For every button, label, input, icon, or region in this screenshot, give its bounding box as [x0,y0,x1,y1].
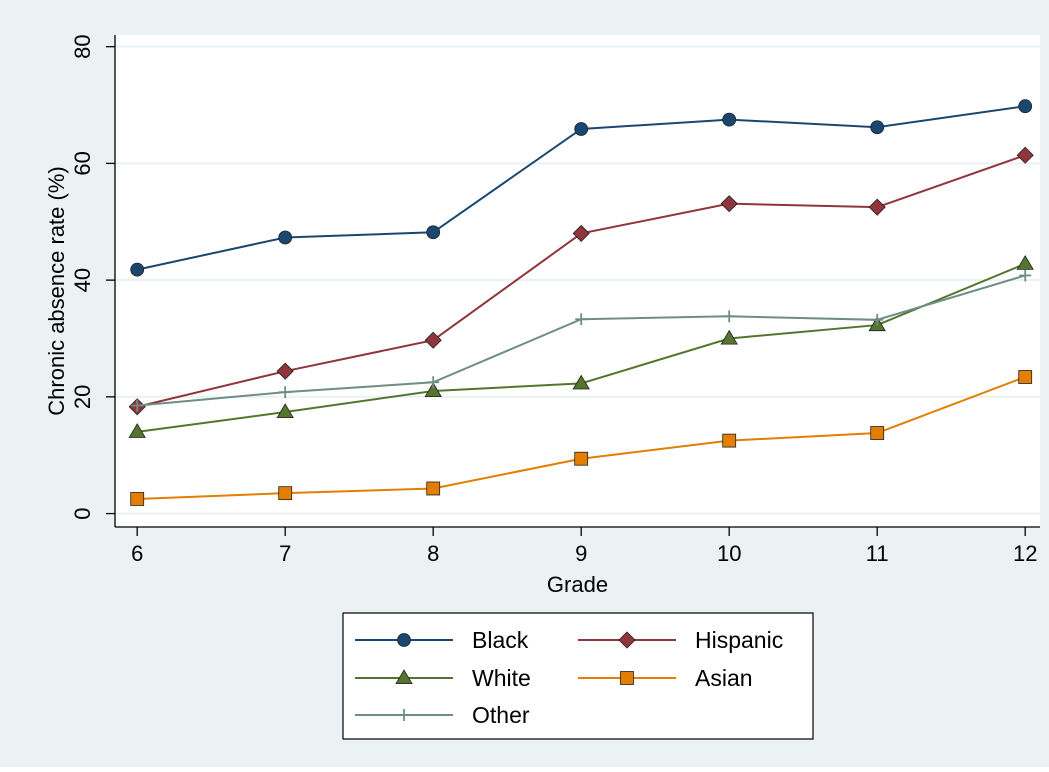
y-axis-label: Chronic absence rate (%) [44,166,69,415]
x-tick-label-6: 6 [131,541,143,566]
series-point-white-7 [276,403,294,419]
legend-label-other: Other [472,702,530,728]
series-point-asian-11 [870,426,885,440]
x-tick-label-11: 11 [866,541,889,566]
legend-marker-white [395,669,413,684]
series-point-black-6 [130,262,145,277]
series-point-other-12 [1019,269,1032,282]
series-point-other-10 [723,310,736,323]
series-point-other-8 [427,376,440,389]
series-point-asian-6 [130,492,145,506]
series-point-white-9 [572,374,590,390]
series-point-hispanic-11 [868,198,886,216]
series-point-hispanic-7 [276,362,294,380]
grid-layer [115,45,1040,515]
legend-label-white: White [472,665,531,691]
legend-item-black: Black [355,627,529,653]
series-point-hispanic-8 [424,331,442,349]
y-tick-label-0: 0 [70,507,95,519]
y-tick-label-60: 60 [70,151,95,175]
legend-item-asian: Asian [578,665,753,691]
axes-layer: 0 20 40 60 80 6 7 8 9 10 11 12 [70,34,1040,566]
legend-marker-black [397,633,411,647]
series-point-other-9 [575,313,588,326]
series-point-white-6 [128,423,146,438]
x-tick-label-9: 9 [575,541,587,566]
series-point-black-9 [574,122,589,136]
legend-marker-other [398,709,410,721]
legend-item-other: Other [355,702,530,728]
series-point-asian-7 [278,486,293,501]
series-point-asian-12 [1018,370,1033,384]
legend-label-black: Black [472,627,529,653]
series-point-black-7 [278,230,293,245]
series-point-other-11 [871,313,884,326]
series-point-asian-8 [426,481,441,496]
y-tick-label-40: 40 [70,268,95,292]
series-point-hispanic-12 [1016,146,1034,164]
series-point-asian-9 [574,451,589,466]
series-point-white-10 [720,329,738,345]
series-point-asian-10 [722,433,737,448]
series-point-hispanic-10 [720,195,738,213]
legend-label-asian: Asian [695,665,753,691]
series-point-black-12 [1018,99,1033,114]
series-point-black-11 [870,120,885,135]
x-axis-label: Grade [547,572,608,597]
x-tick-label-8: 8 [427,541,439,566]
x-tick-label-7: 7 [279,541,291,566]
legend-label-hispanic: Hispanic [695,627,783,653]
series-layer [128,99,1034,506]
series-point-white-12 [1016,254,1034,270]
x-tick-label-12: 12 [1013,541,1037,566]
legend: Black Hispanic White Asian Other [342,612,814,740]
series-point-other-7 [279,386,292,399]
series-point-black-8 [426,225,441,240]
legend-marker-asian [620,671,634,685]
legend-marker-hispanic [618,631,636,649]
series-point-black-10 [722,112,737,127]
x-tick-label-10: 10 [717,541,741,566]
series-point-other-6 [131,399,144,412]
legend-item-hispanic: Hispanic [578,627,783,653]
y-tick-label-20: 20 [70,385,95,409]
legend-box [342,612,814,740]
legend-item-white: White [355,665,531,691]
series-point-white-8 [424,382,442,398]
series-point-hispanic-9 [572,224,590,242]
y-tick-label-80: 80 [70,34,95,58]
